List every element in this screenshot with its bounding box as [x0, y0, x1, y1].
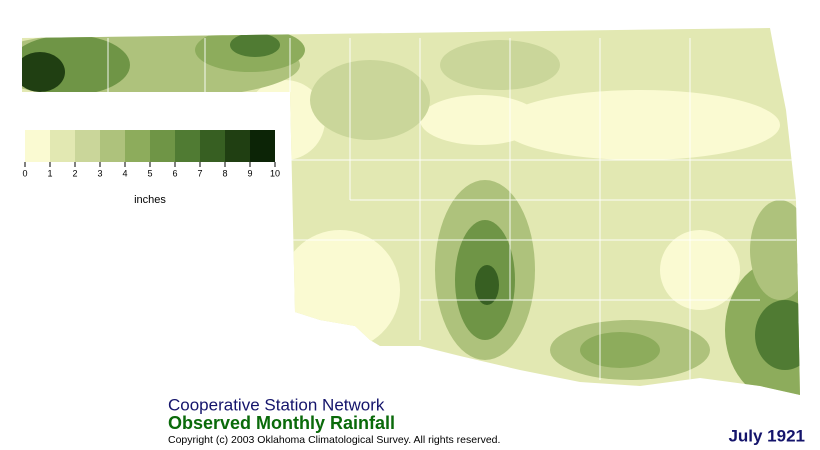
legend-tick-label: 0	[22, 168, 27, 178]
legend-unit: inches	[134, 194, 166, 206]
legend-swatch	[75, 130, 100, 162]
legend-swatch	[250, 130, 275, 162]
legend-tick-label: 7	[197, 168, 202, 178]
legend-tick-label: 3	[97, 168, 102, 178]
legend-tick-label: 2	[72, 168, 77, 178]
legend-swatch	[175, 130, 200, 162]
legend-tick-label: 1	[47, 168, 52, 178]
legend-swatch	[125, 130, 150, 162]
copyright: Copyright (c) 2003 Oklahoma Climatologic…	[168, 434, 500, 446]
legend-tick-label: 5	[147, 168, 152, 178]
legend-tick-label: 4	[122, 168, 127, 178]
legend-swatch	[225, 130, 250, 162]
date-label: July 1921	[728, 426, 805, 445]
network-label: Cooperative Station Network	[168, 395, 385, 414]
legend-swatch	[100, 130, 125, 162]
legend: 0 1 2 3 4 5 6 7 8 9 10	[22, 130, 280, 178]
legend-tick-label: 6	[172, 168, 177, 178]
legend-swatch	[25, 130, 50, 162]
legend-swatch	[150, 130, 175, 162]
legend-tick-label: 9	[247, 168, 252, 178]
legend-tick-label: 10	[270, 168, 280, 178]
map-title: Observed Monthly Rainfall	[168, 413, 395, 433]
legend-swatch	[200, 130, 225, 162]
legend-tick-label: 8	[222, 168, 227, 178]
legend-swatch	[50, 130, 75, 162]
